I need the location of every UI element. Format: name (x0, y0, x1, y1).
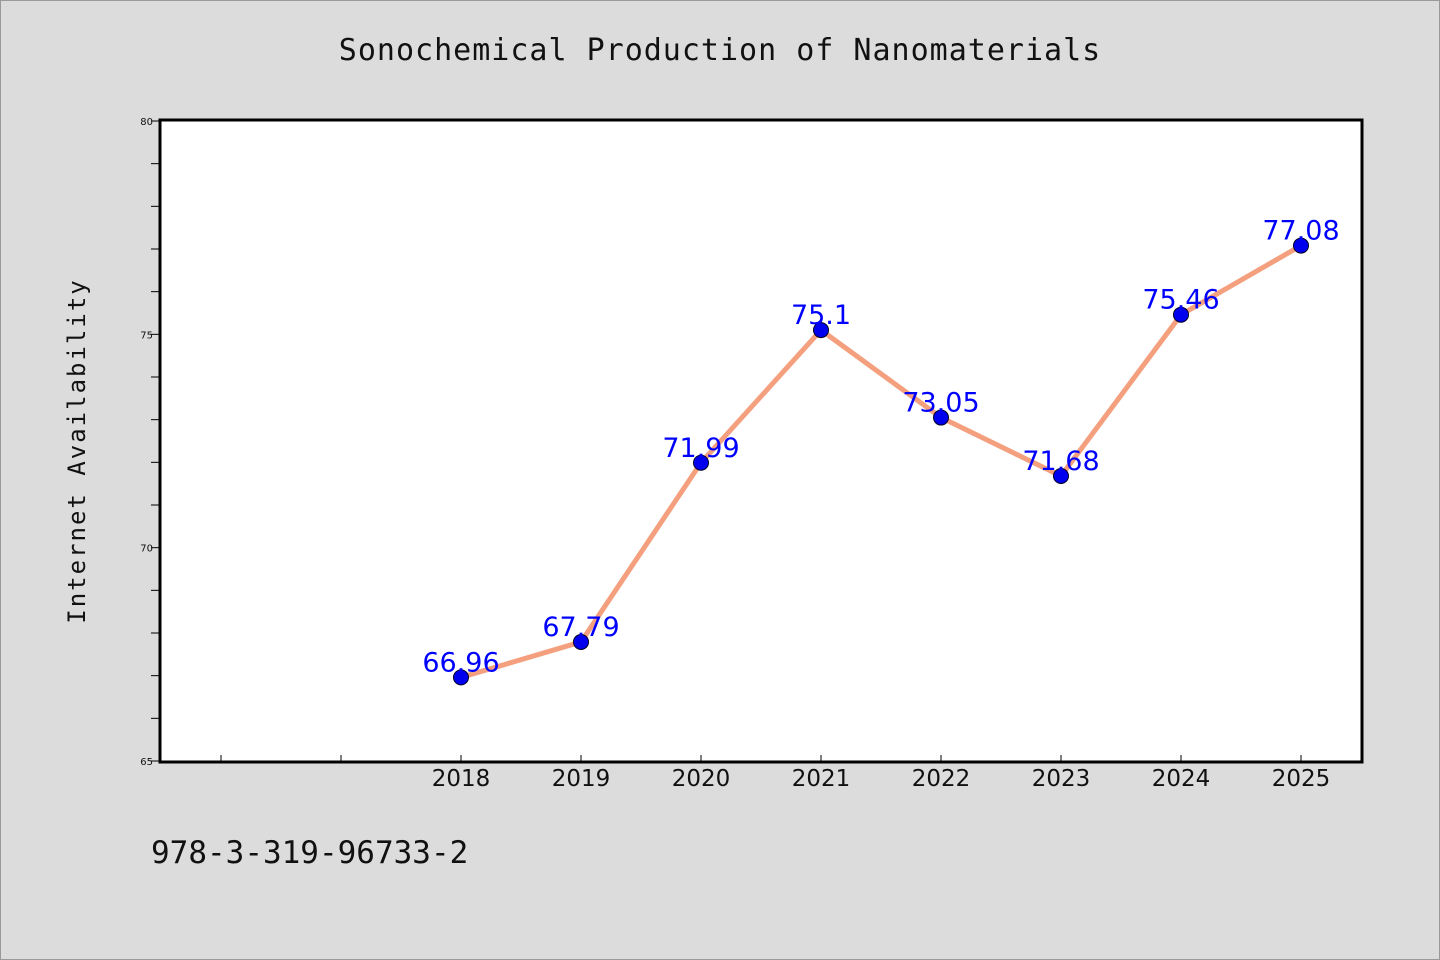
data-point (1053, 467, 1069, 484)
x-tick-label: 2025 (1272, 766, 1331, 792)
y-tick-label: 65 (140, 757, 153, 768)
data-label: 73.05 (902, 388, 979, 419)
data-labels: 66.96 67.79 71.99 75.1 73.05 71.68 75.46 77.08 (422, 216, 1339, 679)
isbn-code: 978-3-319-96733-2 (151, 835, 469, 871)
x-tick-label: 2020 (672, 766, 731, 792)
x-tick-label: 2024 (1152, 766, 1211, 792)
x-tick-label: 2018 (432, 766, 491, 792)
data-label: 77.08 (1262, 216, 1339, 247)
x-tick-label: 2019 (552, 766, 611, 792)
y-tick-label: 70 (140, 544, 153, 555)
data-point (1293, 237, 1309, 254)
data-label: 66.96 (422, 647, 499, 678)
data-label: 75.46 (1142, 285, 1219, 316)
data-point (813, 322, 829, 339)
x-ticks: 2018 2019 2020 2021 2022 2023 2024 2025 (220, 755, 1331, 792)
data-point (933, 409, 949, 426)
data-label: 75.1 (791, 300, 851, 331)
y-tick-label: 75 (140, 330, 153, 341)
x-tick-label: 2023 (1032, 766, 1091, 792)
data-points (453, 237, 1309, 686)
series-line (458, 243, 1304, 680)
plot-area (158, 118, 1364, 764)
chart-title: Sonochemical Production of Nanomaterials (338, 33, 1102, 68)
x-tick-label: 2022 (912, 766, 971, 792)
data-label: 71.99 (662, 433, 739, 464)
y-tick-label: 80 (140, 117, 153, 128)
data-label: 67.79 (542, 612, 619, 643)
x-tick-label: 2021 (792, 766, 851, 792)
data-point (693, 454, 709, 471)
data-point (1173, 306, 1189, 323)
data-point (453, 669, 469, 686)
y-ticks: 65 70 75 80 (140, 117, 161, 768)
data-label: 71.68 (1022, 446, 1099, 477)
data-point (573, 633, 589, 650)
